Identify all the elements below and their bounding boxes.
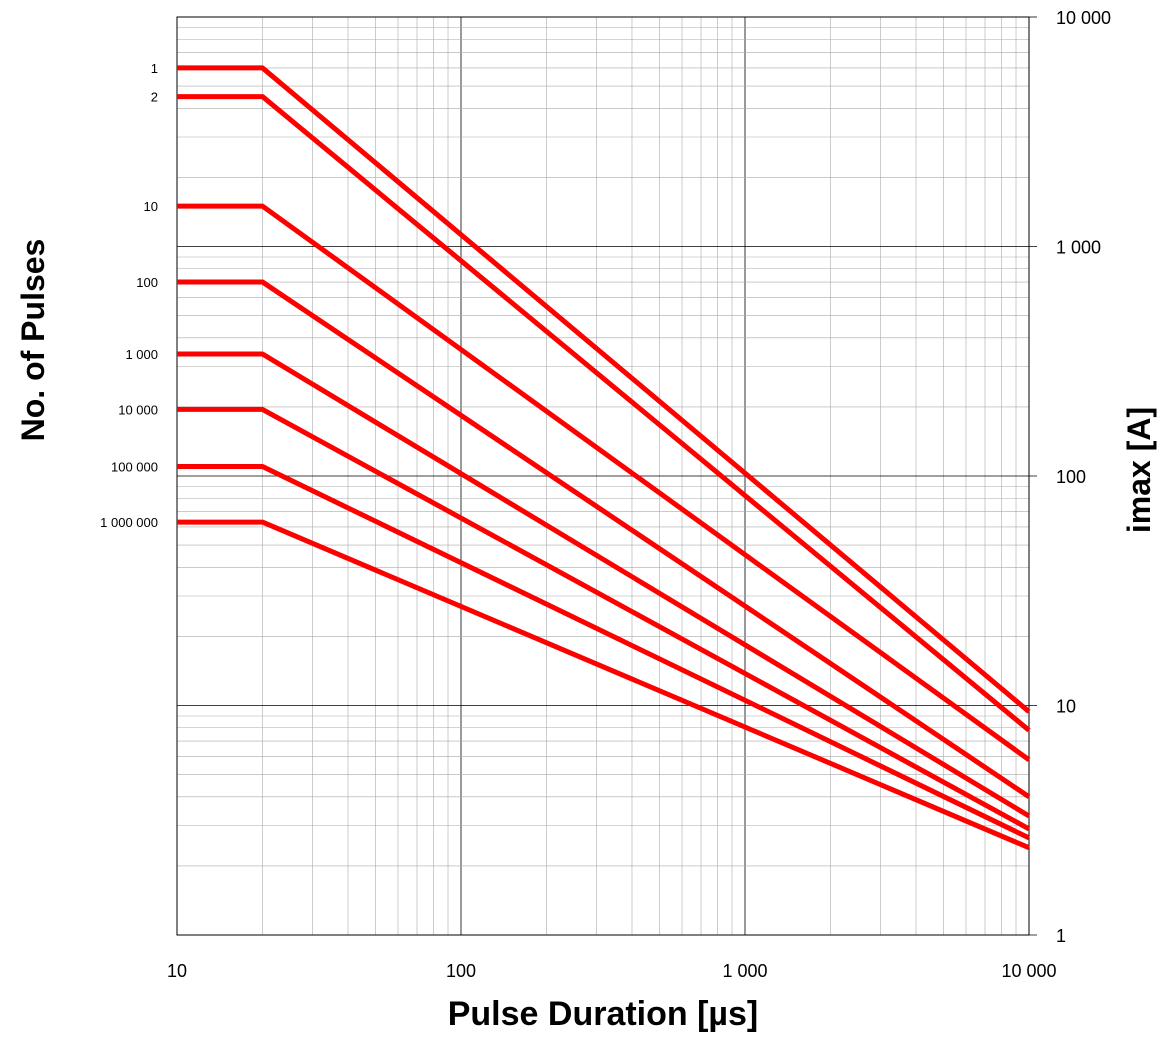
x-tick-label: 10 000 bbox=[1001, 961, 1056, 981]
series-line bbox=[177, 279, 1031, 799]
series-line bbox=[177, 464, 1031, 841]
x-tick-label: 100 bbox=[446, 961, 476, 981]
y-tick-label: 1 bbox=[1056, 926, 1066, 946]
pulse-count-label: 100 000 bbox=[111, 460, 158, 475]
x-tick-labels: 10 100 1 000 10 000 bbox=[167, 961, 1057, 981]
y-tick-label: 1 000 bbox=[1056, 238, 1101, 258]
x-tick-label: 1 000 bbox=[722, 961, 767, 981]
series-layer bbox=[177, 65, 1031, 851]
y-tick-label: 10 000 bbox=[1056, 8, 1111, 28]
y-axis-title: imax [A] bbox=[1121, 407, 1157, 533]
series-line bbox=[177, 406, 1031, 832]
series-line bbox=[177, 519, 1030, 851]
y-tick-labels: 1 10 100 1 000 10 000 bbox=[1056, 8, 1111, 946]
series-line bbox=[177, 203, 1031, 762]
y-tick-label: 10 bbox=[1056, 697, 1076, 717]
pulse-count-label: 10 000 bbox=[118, 402, 158, 417]
x-axis-title: Pulse Duration [µs] bbox=[448, 995, 759, 1033]
pulse-count-label: 1 000 bbox=[125, 347, 158, 362]
pulse-count-label: 1 000 000 bbox=[100, 515, 158, 530]
pulse-count-label: 10 bbox=[144, 199, 158, 214]
y-tick-label: 100 bbox=[1056, 467, 1086, 487]
left-axis-title: No. of Pulses bbox=[15, 239, 51, 442]
pulse-count-label: 2 bbox=[151, 90, 158, 105]
series-line bbox=[177, 65, 1031, 714]
series-line bbox=[177, 94, 1031, 733]
x-tick-label: 10 bbox=[167, 961, 187, 981]
pulse-count-label: 1 bbox=[151, 61, 158, 76]
series-line bbox=[177, 351, 1031, 819]
plot-frame bbox=[176, 16, 1030, 936]
pulse-count-labels: 1 2 10 100 1 000 10 000 100 000 1 000 000 bbox=[100, 61, 158, 530]
pulse-count-label: 100 bbox=[136, 275, 158, 290]
